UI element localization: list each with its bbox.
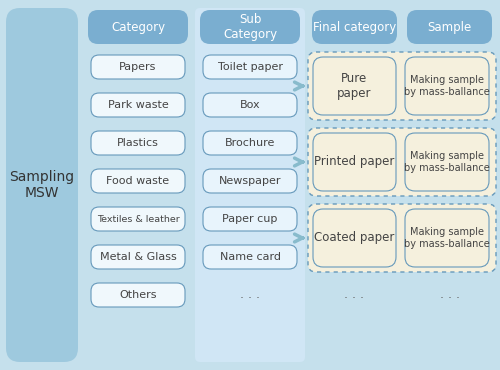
Text: Making sample
by mass-ballance: Making sample by mass-ballance: [404, 227, 490, 249]
FancyBboxPatch shape: [203, 93, 297, 117]
FancyBboxPatch shape: [203, 131, 297, 155]
Text: Park waste: Park waste: [108, 100, 168, 110]
Text: . . .: . . .: [344, 289, 364, 302]
FancyBboxPatch shape: [308, 128, 496, 196]
FancyBboxPatch shape: [203, 55, 297, 79]
FancyBboxPatch shape: [203, 169, 297, 193]
Text: Others: Others: [120, 290, 157, 300]
Text: Box: Box: [240, 100, 260, 110]
FancyBboxPatch shape: [405, 209, 489, 267]
FancyBboxPatch shape: [308, 204, 496, 272]
FancyBboxPatch shape: [91, 207, 185, 231]
Text: . . .: . . .: [240, 289, 260, 302]
FancyBboxPatch shape: [91, 283, 185, 307]
Text: Name card: Name card: [220, 252, 280, 262]
Text: Pure
paper: Pure paper: [337, 72, 372, 100]
Text: Category: Category: [111, 20, 165, 34]
Text: Newspaper: Newspaper: [219, 176, 281, 186]
FancyBboxPatch shape: [405, 57, 489, 115]
Text: Sample: Sample: [428, 20, 472, 34]
FancyBboxPatch shape: [405, 133, 489, 191]
FancyBboxPatch shape: [312, 10, 397, 44]
Text: Making sample
by mass-ballance: Making sample by mass-ballance: [404, 75, 490, 97]
FancyBboxPatch shape: [91, 131, 185, 155]
FancyBboxPatch shape: [313, 133, 396, 191]
FancyBboxPatch shape: [88, 10, 188, 44]
FancyBboxPatch shape: [6, 8, 78, 362]
Text: Textiles & leather: Textiles & leather: [96, 215, 180, 223]
Text: Sampling
MSW: Sampling MSW: [10, 170, 74, 200]
Text: Toilet paper: Toilet paper: [218, 62, 282, 72]
FancyBboxPatch shape: [91, 245, 185, 269]
FancyBboxPatch shape: [313, 209, 396, 267]
FancyBboxPatch shape: [203, 207, 297, 231]
Text: Coated paper: Coated paper: [314, 232, 394, 245]
FancyBboxPatch shape: [195, 8, 305, 362]
FancyBboxPatch shape: [313, 57, 396, 115]
FancyBboxPatch shape: [407, 10, 492, 44]
Text: Papers: Papers: [120, 62, 156, 72]
Text: Brochure: Brochure: [225, 138, 275, 148]
Text: Final category: Final category: [313, 20, 396, 34]
Text: Metal & Glass: Metal & Glass: [100, 252, 176, 262]
FancyBboxPatch shape: [91, 93, 185, 117]
Text: Plastics: Plastics: [117, 138, 159, 148]
FancyBboxPatch shape: [200, 10, 300, 44]
Text: Paper cup: Paper cup: [222, 214, 278, 224]
FancyBboxPatch shape: [308, 52, 496, 120]
Text: Making sample
by mass-ballance: Making sample by mass-ballance: [404, 151, 490, 173]
Text: Sub
Category: Sub Category: [223, 13, 277, 41]
Text: . . .: . . .: [440, 289, 460, 302]
FancyBboxPatch shape: [91, 55, 185, 79]
Text: Printed paper: Printed paper: [314, 155, 394, 168]
Text: Food waste: Food waste: [106, 176, 170, 186]
FancyBboxPatch shape: [203, 245, 297, 269]
FancyBboxPatch shape: [91, 169, 185, 193]
